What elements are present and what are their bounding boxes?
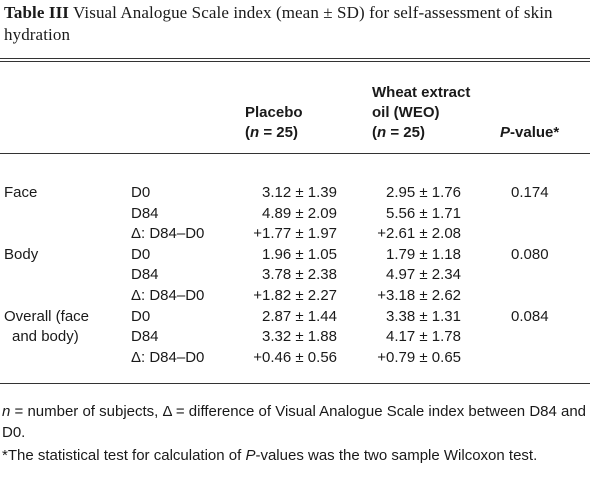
timepoint-cell: D0 xyxy=(131,308,151,325)
placebo-value-cell: 4.89 ± 2.09 xyxy=(262,205,337,222)
placebo-value-cell: 3.32 ± 1.88 xyxy=(262,328,337,345)
footnote-n: n = number of subjects, Δ = difference o… xyxy=(2,403,587,441)
timepoint-cell: D0 xyxy=(131,184,151,201)
table-label: Table III xyxy=(4,3,69,22)
weo-value-cell: +2.61 ± 2.08 xyxy=(377,225,461,242)
timepoint-cell: Δ: D84–D0 xyxy=(131,287,205,304)
table-caption-text: Visual Analogue Scale index (mean ± SD) … xyxy=(4,3,553,44)
region-label-line2: and body) xyxy=(12,328,79,345)
placebo-value-cell: +1.82 ± 2.27 xyxy=(253,287,337,304)
header-rule xyxy=(0,153,590,154)
timepoint-cell: Δ: D84–D0 xyxy=(131,225,205,242)
p-value-cell: 0.080 xyxy=(511,246,549,263)
weo-value-cell: 3.38 ± 1.31 xyxy=(386,308,461,325)
footnote-pvalue: *The statistical test for calculation of… xyxy=(2,447,538,464)
p-value-cell: 0.174 xyxy=(511,184,549,201)
region-label: Face xyxy=(4,184,38,201)
placebo-value-cell: +0.46 ± 0.56 xyxy=(253,349,337,366)
header-weo: Wheat extract oil (WEO) (n = 25) xyxy=(372,84,471,141)
weo-value-cell: 4.97 ± 2.34 xyxy=(386,266,461,283)
top-rule-2 xyxy=(0,61,590,62)
timepoint-cell: D0 xyxy=(131,246,151,263)
timepoint-cell: Δ: D84–D0 xyxy=(131,349,205,366)
placebo-value-cell: +1.77 ± 1.97 xyxy=(253,225,337,242)
weo-value-cell: 1.79 ± 1.18 xyxy=(386,246,461,263)
timepoint-cell: D84 xyxy=(131,205,159,222)
region-label: Body xyxy=(4,246,39,263)
header-placebo: Placebo (n = 25) xyxy=(245,104,303,141)
p-value-cell: 0.084 xyxy=(511,308,549,325)
placebo-value-cell: 2.87 ± 1.44 xyxy=(262,308,337,325)
header-pvalue: P-value* xyxy=(500,124,560,141)
table-caption: Table III Visual Analogue Scale index (m… xyxy=(4,2,594,46)
weo-value-cell: +3.18 ± 2.62 xyxy=(377,287,461,304)
region-label: Overall (face xyxy=(4,308,90,325)
top-rule-1 xyxy=(0,58,590,59)
weo-value-cell: 2.95 ± 1.76 xyxy=(386,184,461,201)
timepoint-cell: D84 xyxy=(131,266,159,283)
placebo-value-cell: 3.12 ± 1.39 xyxy=(262,184,337,201)
placebo-value-cell: 3.78 ± 2.38 xyxy=(262,266,337,283)
weo-value-cell: 5.56 ± 1.71 xyxy=(386,205,461,222)
placebo-value-cell: 1.96 ± 1.05 xyxy=(262,246,337,263)
timepoint-cell: D84 xyxy=(131,328,159,345)
weo-value-cell: +0.79 ± 0.65 xyxy=(377,349,461,366)
bottom-rule xyxy=(0,383,590,384)
weo-value-cell: 4.17 ± 1.78 xyxy=(386,328,461,345)
